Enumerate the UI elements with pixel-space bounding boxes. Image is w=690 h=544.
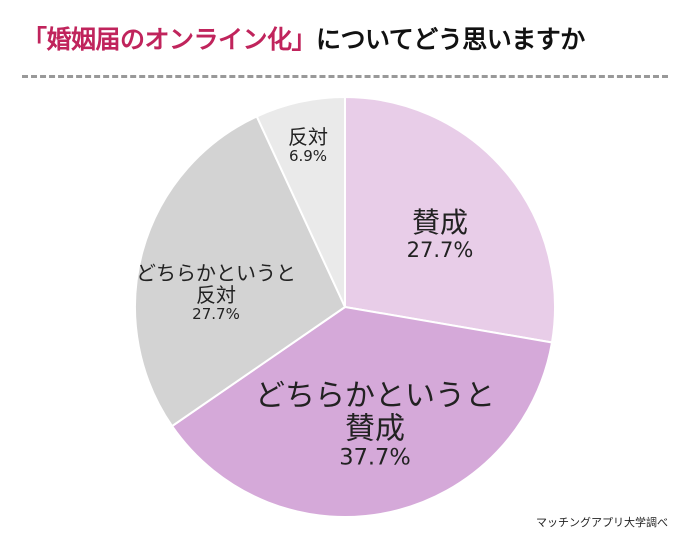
chart-title: 「婚姻届のオンライン化」についてどう思いますか bbox=[22, 20, 585, 56]
value-label: 37.7% bbox=[339, 444, 411, 471]
category-label: どちらかというと反対 bbox=[136, 260, 296, 307]
category-label: 反対 bbox=[288, 124, 328, 149]
pie-slice bbox=[170, 305, 554, 518]
value-label: 6.9% bbox=[288, 146, 328, 165]
divider bbox=[22, 75, 668, 78]
slice-label: 賛成 27.7% bbox=[406, 206, 474, 262]
category-label: どちらかというと賛成 bbox=[255, 378, 495, 447]
title-part: についてどう思いますか bbox=[316, 25, 585, 54]
slice-label: どちらかというと反対 27.7% bbox=[131, 262, 301, 323]
source-note: マッチングアプリ大学調べ bbox=[536, 516, 668, 529]
value-label: 27.7% bbox=[192, 304, 240, 323]
title-part: 「婚姻届のオンライン化」 bbox=[22, 25, 317, 54]
slice-label: どちらかというと賛成 37.7% bbox=[250, 380, 500, 471]
value-label: 27.7% bbox=[406, 237, 474, 262]
category-label: 賛成 bbox=[411, 206, 468, 240]
slice-label: 反対 6.9% bbox=[288, 126, 328, 165]
pie-slice bbox=[344, 95, 556, 344]
pie-slice bbox=[255, 95, 346, 308]
